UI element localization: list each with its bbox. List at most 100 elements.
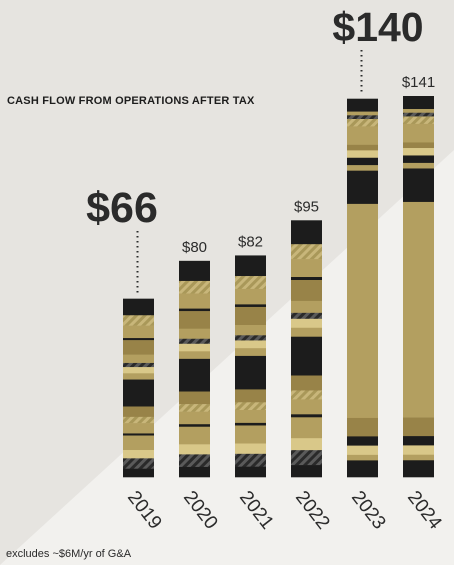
bar-segment — [235, 410, 266, 424]
bar-segment — [291, 327, 322, 337]
bar-segment — [403, 116, 434, 125]
bar-segment — [291, 336, 322, 376]
bar-segment — [179, 280, 210, 294]
bar-segment — [291, 277, 322, 281]
bar-segment — [403, 168, 434, 203]
bar-segment — [403, 454, 434, 461]
bar-segment — [123, 298, 154, 316]
value-label-2019: $66 — [86, 184, 158, 232]
x-tick-label-2023: 2023 — [347, 487, 390, 533]
bar-segment — [347, 126, 378, 146]
bar-segment — [179, 328, 210, 340]
bar-segment — [347, 111, 378, 116]
bar-segment — [179, 260, 210, 282]
value-label-2022: $95 — [294, 198, 319, 215]
bar-segment — [123, 450, 154, 459]
bar-segment — [291, 318, 322, 329]
bar-segment — [123, 325, 154, 339]
bar-segment — [291, 280, 322, 302]
bar-segment — [123, 416, 154, 424]
bar-segment — [179, 411, 210, 425]
bar-segment — [403, 155, 434, 164]
bar-segment — [235, 348, 266, 357]
bar-segment — [179, 358, 210, 392]
bar-segment — [179, 466, 210, 478]
bar-segment — [347, 150, 378, 159]
bar-segment — [123, 367, 154, 374]
bar-segment — [123, 340, 154, 355]
bar-segment — [179, 311, 210, 329]
bar-segment — [291, 414, 322, 418]
bar-segment — [347, 460, 378, 478]
bar-segment — [403, 201, 434, 418]
bar-segment — [347, 98, 378, 112]
bar-segment — [123, 338, 154, 341]
bar-segment — [235, 340, 266, 349]
bar-segment — [347, 157, 378, 166]
bar-segment — [123, 406, 154, 418]
bar-segment — [179, 293, 210, 309]
bar-segment — [235, 324, 266, 336]
bar-segment — [291, 300, 322, 314]
bar-segment — [347, 203, 378, 419]
bar-segment — [403, 417, 434, 437]
bar-segment — [179, 426, 210, 445]
bar-segment — [235, 425, 266, 444]
bar-segment — [347, 165, 378, 171]
bar-segment — [179, 343, 210, 352]
bar-2019 — [123, 298, 154, 478]
bar-segment — [179, 454, 210, 468]
bar-segment — [123, 423, 154, 434]
bar-segment — [123, 373, 154, 380]
bar-segment — [347, 417, 378, 437]
bar-segment — [347, 445, 378, 456]
bar-segment — [123, 468, 154, 478]
bar-segment — [123, 433, 154, 436]
bar-segment — [235, 389, 266, 403]
bar-segment — [235, 466, 266, 478]
bar-segment — [235, 335, 266, 341]
bar-segment — [235, 355, 266, 390]
value-label-2023: $140 — [332, 4, 423, 50]
bar-segment — [179, 444, 210, 455]
bar-segment — [179, 391, 210, 405]
bar-segment — [403, 109, 434, 114]
bar-segment — [179, 424, 210, 428]
bar-segment — [403, 123, 434, 143]
bar-segment — [291, 312, 322, 320]
bar-segment — [123, 354, 154, 364]
value-label-2021: $82 — [238, 233, 263, 250]
bar-2020 — [179, 260, 210, 478]
bar-segment — [403, 460, 434, 478]
bar-segment — [291, 417, 322, 439]
x-tick-label-2020: 2020 — [179, 487, 222, 533]
x-tick-label-2022: 2022 — [291, 487, 334, 533]
bar-segment — [291, 259, 322, 278]
bar-segment — [123, 435, 154, 451]
bar-segment — [403, 142, 434, 149]
bar-2023 — [347, 98, 378, 478]
bar-segment — [179, 338, 210, 345]
bar-segment — [235, 304, 266, 308]
bar-segment — [179, 404, 210, 412]
bar-segment — [291, 244, 322, 260]
bar-segment — [123, 315, 154, 326]
x-tick-label-2024: 2024 — [403, 487, 446, 534]
bar-segment — [347, 115, 378, 120]
bar-segment — [235, 288, 266, 305]
bar-segment — [235, 422, 266, 426]
bar-2021 — [235, 255, 266, 478]
bar-segment — [347, 454, 378, 461]
bar-segment — [123, 458, 154, 470]
bar-segment — [235, 453, 266, 467]
bar-segment — [347, 119, 378, 127]
bar-segment — [403, 445, 434, 455]
bar-segment — [235, 276, 266, 290]
bar-2022 — [291, 220, 322, 478]
bar-segment — [123, 362, 154, 368]
bar-segment — [291, 450, 322, 466]
bar-segment — [403, 162, 434, 169]
bar-segment — [291, 220, 322, 245]
